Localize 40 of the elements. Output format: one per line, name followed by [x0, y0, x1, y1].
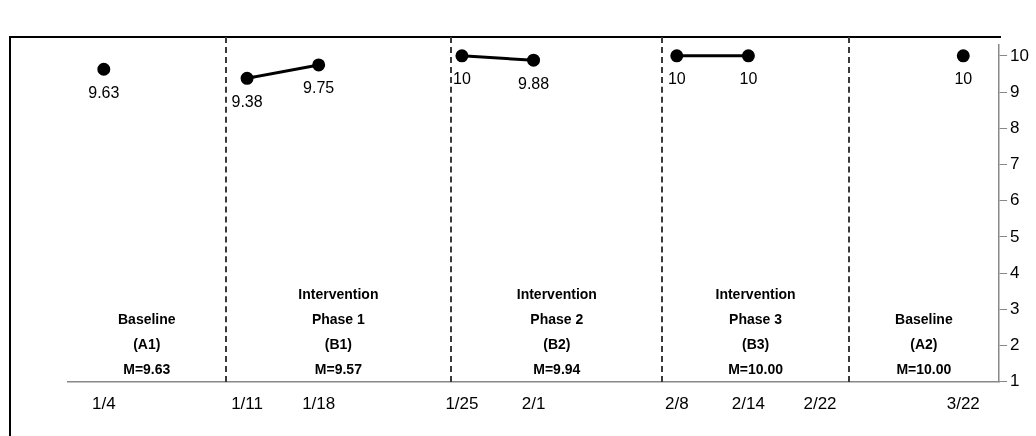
y-tick-label: 4: [1010, 262, 1020, 282]
point: [956, 49, 970, 63]
x-tick-label: 1/18: [302, 394, 336, 414]
y-tick-label: 9: [1010, 81, 1020, 101]
annotation: Baseline (A1) M=9.63: [117, 310, 176, 377]
y-tick-label: 7: [1010, 154, 1020, 174]
data-label: 9.75: [303, 79, 335, 97]
x-tick-label: 2/8: [664, 394, 689, 414]
point: [312, 58, 326, 72]
x-tick-label: 1/11: [231, 394, 263, 414]
x-tick-label: 2/22: [803, 394, 837, 414]
data-label: 9.38: [231, 92, 263, 110]
y-tick-label: 3: [1010, 298, 1020, 318]
point: [455, 49, 469, 63]
data-label: 10: [667, 70, 686, 88]
y-tick-label: 2: [1010, 335, 1020, 355]
annotation: Intervention Phase 3 (B3) M=10.00: [715, 285, 796, 377]
annotation: Intervention Phase 2 (B2) M=9.94: [516, 285, 597, 377]
data-label: 9.88: [517, 74, 550, 92]
x-tick-label: 1/4: [91, 394, 116, 414]
point: [527, 53, 541, 67]
point: [240, 71, 254, 85]
x-tick-label: 2/1: [521, 394, 546, 414]
data-label: 10: [954, 70, 973, 88]
annotation: Intervention Phase 1 (B1) M=9.57: [298, 285, 379, 377]
y-tick-label: 1: [1010, 371, 1020, 391]
data-label: 10: [453, 70, 471, 88]
y-tick-label: 5: [1010, 226, 1020, 246]
point: [670, 49, 684, 63]
x-tick-label: 3/22: [946, 394, 980, 414]
data-label: 9.63: [88, 83, 120, 101]
y-tick-label: 10: [1010, 45, 1030, 65]
y-tick-label: 6: [1010, 190, 1020, 210]
data-label: 10: [739, 70, 758, 88]
x-tick-label: 1/25: [445, 394, 479, 414]
y-tick-label: 8: [1010, 117, 1020, 137]
point: [741, 49, 755, 63]
x-tick-label: 2/14: [731, 394, 765, 414]
point: [97, 62, 111, 76]
annotation: Baseline (A2) M=10.00: [895, 310, 953, 377]
